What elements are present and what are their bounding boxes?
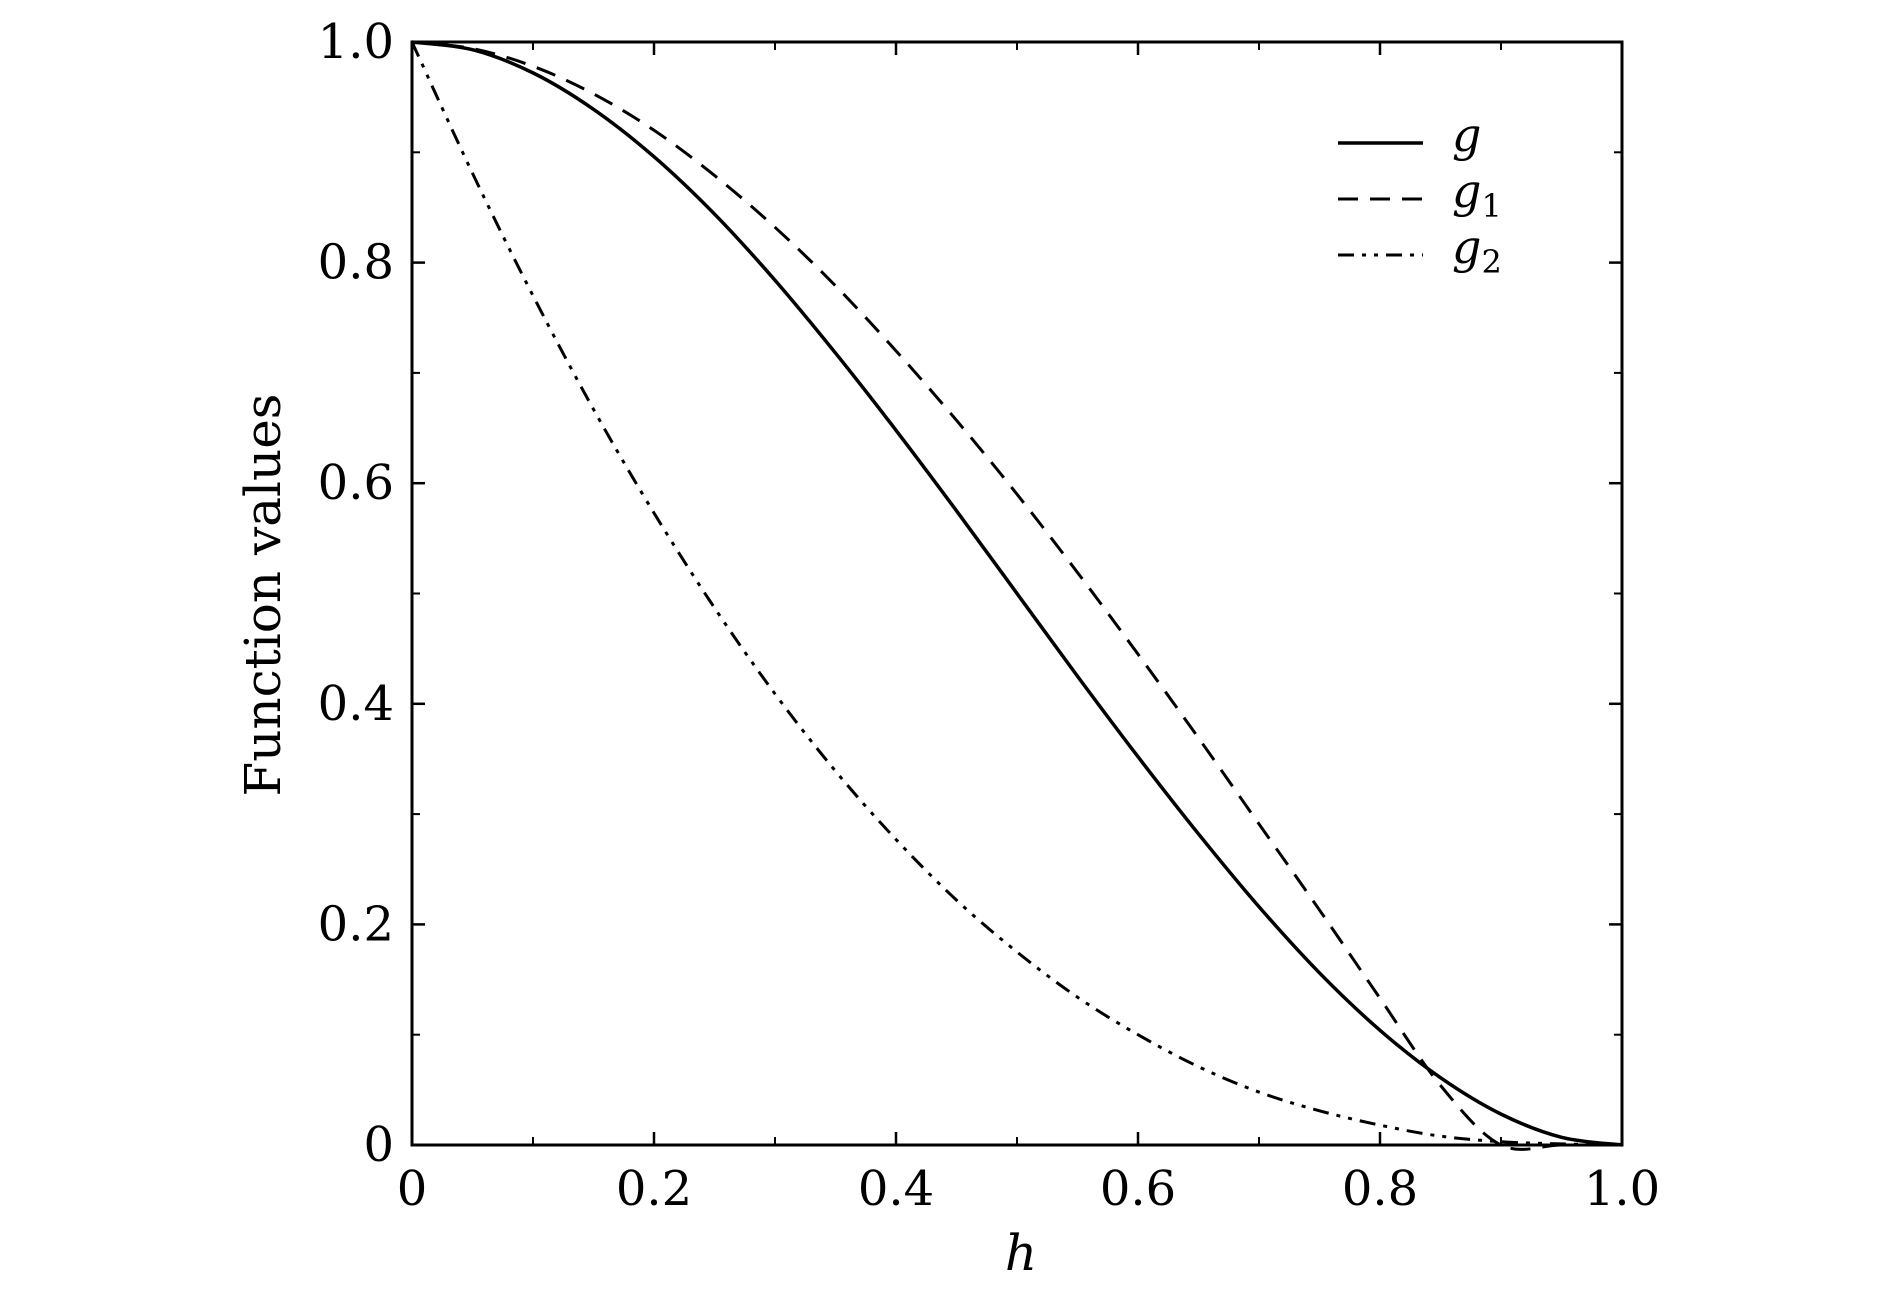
x-tick-label: 0.4	[858, 1161, 934, 1217]
series-line-g2	[410, 41, 1623, 1147]
y-tick-label: 0	[363, 1117, 394, 1173]
y-axis-label: Function values	[234, 394, 292, 797]
y-tick-label: 1.0	[318, 14, 394, 70]
x-tick-label: 0.2	[616, 1161, 692, 1217]
x-tick-label: 0.8	[1342, 1161, 1418, 1217]
series-line-g1	[411, 40, 1622, 1151]
x-tick-label: 1.0	[1584, 1161, 1660, 1217]
legend-label-g1: g1	[1452, 164, 1502, 225]
y-tick-label: 0.4	[318, 676, 394, 732]
legend-label-g: g	[1452, 108, 1481, 162]
y-tick-label: 0.6	[318, 455, 394, 511]
x-axis-label: h	[1005, 1224, 1037, 1282]
series-layer	[410, 40, 1623, 1151]
y-tick-label: 0.8	[318, 235, 394, 291]
series-line-g	[411, 40, 1623, 1147]
x-tick-label: 0	[397, 1161, 428, 1217]
legend-label-g2: g2	[1452, 220, 1502, 281]
x-tick-label: 0.6	[1100, 1161, 1176, 1217]
tick-labels-layer: 0 0.2 0.4 0.6 0.8 1.0 0 0.2 0.4 0.6 0.8 1.0	[318, 14, 1661, 1217]
ticks-layer	[410, 40, 1624, 1147]
y-tick-label: 0.2	[318, 896, 394, 952]
